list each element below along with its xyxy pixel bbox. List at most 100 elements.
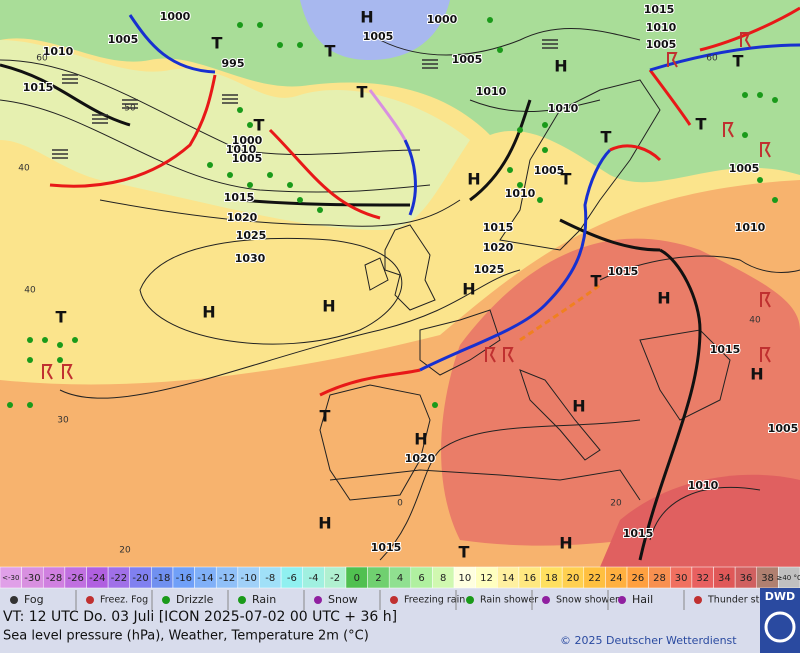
isobar-label: 1000	[427, 13, 458, 26]
graticule-label: 20	[610, 499, 622, 509]
pressure-center: T	[591, 272, 602, 291]
thunderstorm-symbol	[62, 364, 73, 380]
isobar-label: 1020	[483, 241, 514, 254]
rain-symbol	[772, 97, 778, 103]
dwd-logo-mark	[764, 611, 796, 643]
coastline	[519, 369, 601, 461]
thunderstorm-symbol	[740, 32, 751, 48]
rain-symbol	[757, 92, 763, 98]
cool-zone	[0, 0, 800, 183]
legend-label: Drizzle	[176, 593, 214, 606]
rain-symbol	[247, 122, 253, 128]
scale-label: 12	[480, 573, 493, 584]
legend-icon	[618, 596, 626, 604]
isobar-label: 1010	[688, 479, 719, 492]
isobar-label: 1010	[476, 85, 507, 98]
occluded-front	[368, 89, 407, 141]
cold-front	[419, 148, 612, 372]
scale-label: 8	[440, 573, 446, 584]
cold-front	[403, 139, 417, 216]
thunderstorm-symbol	[760, 142, 771, 158]
isobar	[379, 419, 641, 561]
thunderstorm-symbol	[485, 347, 496, 363]
scale-label: <-30	[2, 574, 19, 582]
legend-icon	[390, 596, 398, 604]
valid-time: VT: 12 UTC Do. 03 Juli [ICON 2025-07-02 …	[3, 609, 397, 625]
coastline	[329, 469, 641, 501]
coastline	[364, 257, 389, 291]
isobar-label: 1010	[226, 143, 257, 156]
isobar-label: 1020	[227, 211, 258, 224]
rain-symbol	[267, 172, 273, 178]
warm-front	[319, 368, 421, 397]
pressure-center: H	[202, 303, 215, 322]
legend-icon	[314, 596, 322, 604]
rain-symbol	[72, 337, 78, 343]
rain-symbol	[57, 357, 63, 363]
pressure-center: H	[318, 514, 331, 533]
pressure-center: T	[254, 116, 265, 135]
isobar-label: 1005	[452, 53, 483, 66]
scale-label: 32	[696, 573, 709, 584]
rain-symbol	[42, 337, 48, 343]
isobar-label: 1010	[505, 187, 536, 200]
hot-zone	[600, 474, 800, 567]
graticule-label: 60	[36, 54, 48, 64]
pressure-center: H	[657, 289, 670, 308]
scale-label: 14	[502, 573, 515, 584]
scale-label: 10	[458, 573, 471, 584]
isobar-label: 1015	[371, 541, 402, 554]
legend-icon	[466, 596, 474, 604]
isobar-label: 1015	[608, 265, 639, 278]
isobar-label: 1025	[236, 229, 267, 242]
isobar	[0, 99, 431, 193]
rain-symbol	[57, 342, 63, 348]
cold-zone	[300, 0, 450, 60]
thunderstorm-symbol	[760, 292, 771, 308]
pressure-center: H	[559, 534, 572, 553]
thunderstorm-symbol	[667, 52, 678, 68]
legend-label: Freezing rain	[404, 595, 465, 606]
scale-label: 20	[567, 573, 580, 584]
coastline	[384, 224, 436, 311]
isobar	[99, 199, 461, 227]
graticule-label: 30	[57, 416, 69, 426]
scale-label: 36	[740, 573, 753, 584]
legend-icon	[238, 596, 246, 604]
scale-label: -16	[176, 573, 192, 584]
scale-label: -30	[24, 573, 40, 584]
isobar-label: 1005	[646, 38, 677, 51]
rain-symbol	[287, 182, 293, 188]
troughs	[0, 63, 702, 561]
rain-symbol	[517, 127, 523, 133]
scale-label: -18	[154, 573, 170, 584]
thunderstorm-symbol	[760, 347, 771, 363]
graticule-label: 20	[119, 546, 131, 556]
graticule-label: 50	[124, 104, 136, 114]
graticule-label: 0	[397, 499, 403, 509]
scale-label: -22	[111, 573, 127, 584]
pressure-center: H	[467, 170, 480, 189]
scale-label: 6	[418, 573, 424, 584]
rain-symbol	[757, 177, 763, 183]
rain-symbol	[237, 107, 243, 113]
graticule-label: 40	[749, 316, 761, 326]
trough	[559, 218, 661, 252]
coastline	[499, 79, 661, 251]
scale-label: 0	[354, 573, 360, 584]
trough	[0, 63, 131, 127]
scale-label: 38	[761, 573, 774, 584]
rain-symbol	[537, 197, 543, 203]
scale-label: -10	[240, 573, 256, 584]
rain-symbol	[27, 337, 33, 343]
cold-front	[128, 14, 216, 74]
rain-symbol	[297, 42, 303, 48]
thunderstorm-symbol	[42, 364, 53, 380]
legend-icon	[10, 596, 18, 604]
legend-label: Rain shower	[480, 595, 538, 606]
map-description: Sea level pressure (hPa), Weather, Tempe…	[3, 629, 369, 644]
scale-label: -20	[132, 573, 148, 584]
pressure-center: H	[462, 280, 475, 299]
rain-symbol	[542, 122, 548, 128]
